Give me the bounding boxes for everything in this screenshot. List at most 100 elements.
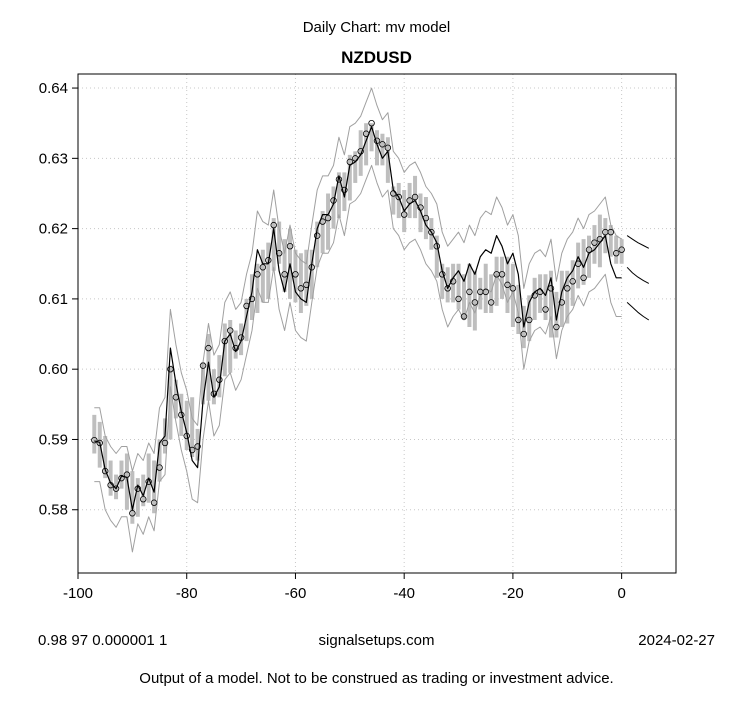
close-point [455,295,462,303]
hl-bars [92,123,624,524]
close-point [227,327,234,334]
model-line [94,126,622,511]
close-point [221,337,228,345]
close-point [178,411,185,419]
disclaimer: Output of a model. Not to be construed a… [139,670,614,687]
close-point [449,278,457,285]
close-point [91,436,98,444]
close-point [515,316,522,324]
close-point [107,481,114,489]
close-point [292,271,299,278]
close-point [216,376,223,383]
close-point [444,285,451,292]
chart-subtitle: Daily Chart: mv model [302,19,451,36]
close-point [400,211,408,218]
close-point [341,186,348,194]
close-point [569,278,576,285]
close-point [509,285,517,292]
forecast-mid-line [626,266,650,284]
close-point [362,130,370,137]
close-point [232,344,239,352]
y-tick-label: 0.58 [39,502,68,519]
close-point [330,197,337,204]
close-point [428,228,435,236]
close-point [297,285,305,292]
close-point [248,295,256,303]
close-point [314,232,321,239]
close-point [607,228,614,236]
close-point [172,394,180,401]
y-tick-label: 0.64 [39,80,68,97]
close-point [101,467,109,475]
model-params: 0.98 97 0.000001 1 [38,632,168,649]
close-point [161,439,169,447]
close-point [591,239,598,246]
close-point [188,446,196,454]
close-points [91,119,625,517]
close-point [368,119,375,127]
close-point [324,214,332,222]
close-point [265,257,272,264]
close-point [123,471,131,478]
close-point [210,390,218,397]
x-tick-label: -40 [393,585,415,602]
close-point [373,137,381,144]
close-point [422,214,430,222]
close-point [542,306,549,313]
close-point [205,344,212,352]
bands [94,87,650,553]
forecast-lower-line [626,302,650,321]
close-point [286,242,294,250]
close-point [482,288,489,296]
close-point [140,496,147,503]
close-point [460,313,468,320]
chart-date: 2024-02-27 [638,632,715,649]
x-tick-label: -100 [63,585,93,602]
close-point [270,221,277,229]
x-tick-label: 0 [617,585,625,602]
close-point [150,499,158,506]
close-point [237,334,245,341]
close-point [536,288,544,296]
close-point [281,271,288,278]
close-point [531,292,538,299]
close-point [613,250,620,257]
lower-band-line [94,164,622,553]
close-point [564,285,571,292]
close-point [580,274,587,282]
close-point [243,302,250,310]
close-point [526,316,533,324]
close-point [254,271,261,278]
close-point [129,510,136,517]
close-point [471,299,479,306]
close-point [439,271,446,278]
x-tick-label: -80 [176,585,198,602]
y-tick-label: 0.62 [39,221,68,238]
close-point [618,246,625,253]
close-point [194,443,201,450]
y-tick-label: 0.59 [39,431,68,448]
y-tick-label: 0.63 [39,150,68,167]
close-point [346,158,354,166]
close-point [96,439,103,447]
site-credit: signalsetups.com [318,632,435,649]
close-point [558,299,566,306]
close-point [335,176,343,183]
close-point [199,362,207,369]
close-point [134,485,141,492]
close-point [303,281,310,289]
close-point [112,485,120,492]
close-point [466,288,473,296]
close-point [352,155,359,162]
close-point [357,148,364,155]
axes: 0.58 0.59 0.60 0.61 0.62 0.63 0.64 -100 -80 -60 -4… [39,73,677,602]
close-point [379,141,386,148]
close-point [145,478,152,485]
close-point [487,299,495,306]
close-point [411,193,419,201]
close-point [167,365,174,373]
close-point [406,197,413,204]
y-tick-label: 0.61 [39,291,68,308]
close-point [585,246,593,253]
